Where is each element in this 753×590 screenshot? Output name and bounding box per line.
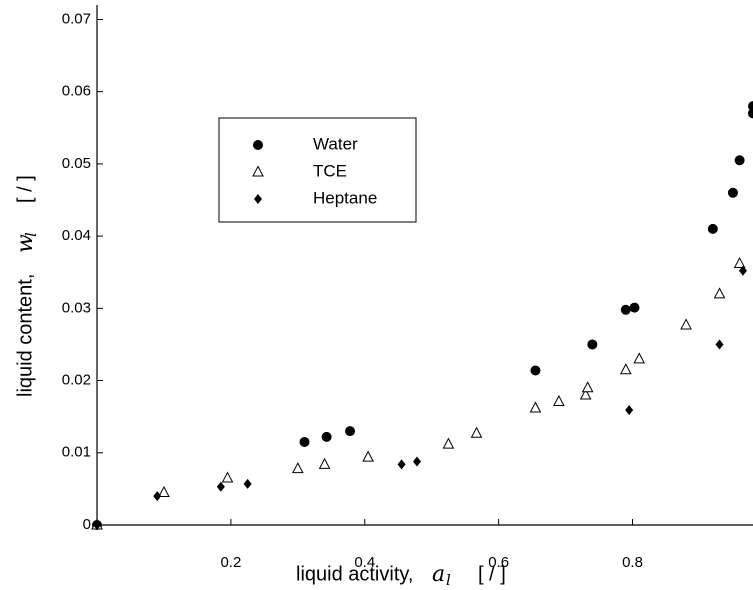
x-axis-title: liquid activity, a l [ / ] [296,562,506,589]
marker-triangle [442,437,455,449]
marker-diamond [397,459,406,470]
marker-circle [587,339,598,350]
marker-diamond [738,265,747,276]
marker-triangle [158,485,170,497]
marker-circle [620,304,631,315]
marker-triangle [680,318,692,330]
marker-circle [707,223,718,234]
marker-circle [629,302,640,313]
x-tick-label: 0.2 [220,554,241,571]
marker-triangle [318,457,331,469]
y-label-text: liquid content, [14,274,36,397]
x-label-text: liquid activity, [296,563,413,585]
marker-diamond [715,339,724,350]
legend-label: Water [313,134,358,153]
marker-circle [748,101,753,112]
marker-circle [734,155,745,166]
marker-triangle [529,401,542,413]
x-tick-label: 0.6 [488,554,509,571]
marker-diamond [216,481,225,492]
marker-circle [530,365,541,376]
marker-triangle [221,471,234,483]
marker-triangle [362,450,374,462]
marker-circle [299,436,310,447]
y-tick-label: 0 [83,516,91,533]
y-tick-label: 0.07 [62,10,91,27]
y-label-subscript: l [22,232,40,237]
y-tick-label: 0.03 [62,299,91,316]
marker-triangle [553,394,565,406]
x-tick-label: 0.4 [354,554,375,571]
y-tick-label: 0.06 [62,83,91,100]
y-label-unit: [ / ] [14,175,36,203]
marker-diamond [254,194,262,204]
marker-circle [345,426,356,437]
marker-triangle [713,287,726,299]
marker-triangle [252,165,264,177]
marker-triangle [581,381,594,393]
legend-box [218,117,417,223]
marker-diamond [93,520,101,530]
y-axis-title: liquid content, w l [ / ] [13,175,40,397]
x-label-unit: [ / ] [478,563,506,585]
x-tick-label: 0.8 [622,554,643,571]
y-tick-label: 0.04 [62,227,91,244]
marker-triangle [470,426,483,438]
y-label-symbol: w [13,234,38,253]
y-tick-label: 0.01 [62,444,91,461]
marker-triangle [619,363,632,375]
legend-label: Heptane [313,188,377,207]
marker-diamond [243,478,252,489]
marker-triangle [579,388,592,400]
y-tick-label: 0.02 [62,372,91,389]
marker-diamond [625,405,634,416]
marker-diamond [153,491,162,502]
marker-circle [321,431,332,442]
x-label-subscript: l [446,571,451,589]
marker-circle [727,187,738,198]
legend-label: TCE [313,161,347,180]
marker-diamond [412,456,421,467]
y-tick-label: 0.05 [62,155,91,172]
x-label-symbol: a [432,562,445,587]
marker-triangle [291,462,304,474]
marker-triangle [633,352,646,364]
marker-triangle [733,256,746,269]
marker-circle [253,140,263,150]
